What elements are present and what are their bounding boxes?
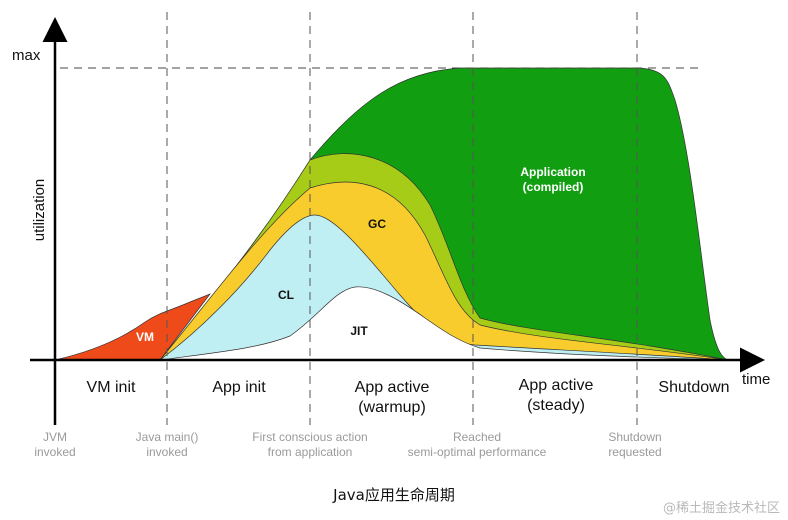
event-first-action: First conscious action (252, 430, 367, 444)
phase-app-active-warmup: App active (355, 379, 430, 396)
jit-area (159, 286, 729, 361)
jit-label: JIT (350, 324, 368, 338)
figure-caption: Java应用生命周期 (332, 486, 455, 504)
event-main-invoked: Java main() (136, 430, 199, 444)
watermark: @稀土掘金技术社区 (663, 500, 780, 516)
event-jvm-invoked: JVM (43, 430, 67, 444)
vm-area (54, 293, 212, 361)
event-main-invoked-sub: invoked (146, 445, 187, 459)
event-semi-optimal-sub: semi-optimal performance (408, 445, 547, 459)
y-axis-label: utilization (31, 179, 48, 242)
cl-label: CL (278, 288, 294, 302)
phase-shutdown: Shutdown (658, 379, 729, 396)
event-semi-optimal: Reached (453, 430, 501, 444)
event-first-action-sub: from application (268, 445, 353, 459)
application-label-sub: (compiled) (523, 180, 584, 194)
event-shutdown-requested: Shutdown (608, 430, 661, 444)
phase-vm-init: VM init (87, 379, 136, 396)
phase-app-init: App init (212, 379, 266, 396)
x-axis-label: time (742, 371, 770, 388)
phase-app-active-steady: App active (519, 377, 594, 394)
event-jvm-invoked-sub: invoked (34, 445, 75, 459)
cl-area (158, 214, 729, 361)
event-shutdown-requested-sub: requested (608, 445, 661, 459)
phase-app-active-warmup-sub: (warmup) (358, 399, 426, 416)
vm-label: VM (136, 330, 154, 344)
application-label: Application (520, 165, 585, 179)
gc-label: GC (368, 217, 386, 231)
phase-app-active-steady-sub: (steady) (527, 397, 585, 414)
y-max-label: max (12, 47, 41, 64)
